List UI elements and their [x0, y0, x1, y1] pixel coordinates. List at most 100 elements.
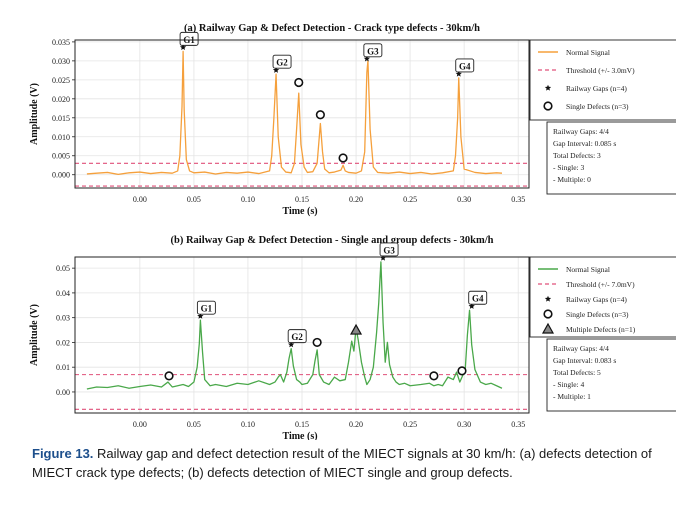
gap-label-box: [468, 290, 488, 305]
legend-star-swatch: [544, 295, 552, 302]
legend-box: [529, 39, 676, 121]
legend-entry-label: Railway Gaps (n=4): [566, 295, 627, 304]
y-tick-label: 0.035: [52, 38, 70, 47]
gap-star-marker: [197, 312, 204, 319]
gap-label-box: [179, 31, 199, 46]
single-defect-marker: [429, 371, 439, 381]
x-tick-label: 0.15: [295, 195, 309, 204]
single-defect-marker: [457, 366, 467, 376]
gap-star-marker: [272, 66, 280, 73]
plot-frame: [74, 256, 530, 414]
stats-line: Railway Gaps: 4/4: [553, 127, 609, 136]
stats-line: - Multiple: 1: [553, 392, 591, 401]
y-tick-label: 0.005: [52, 152, 70, 161]
signal-line: [86, 50, 503, 175]
legend-triangle-swatch: [541, 322, 555, 334]
single-defect-marker: [338, 153, 348, 163]
legend-box: [529, 256, 676, 338]
legend-entry-label: Normal Signal: [566, 265, 610, 274]
y-tick-label: 0.04: [56, 289, 70, 298]
gap-star-marker: [288, 341, 295, 348]
y-tick-label: 0.010: [52, 133, 70, 142]
x-tick-label: 0.10: [241, 195, 255, 204]
x-tick-label: 0.35: [511, 420, 525, 429]
gap-label: G4: [459, 61, 471, 71]
x-tick-label: 0.25: [403, 420, 417, 429]
stats-line: Total Defects: 5: [553, 368, 601, 377]
gap-label: G2: [276, 58, 288, 68]
signal-line: [86, 261, 503, 390]
stats-line: Railway Gaps: 4/4: [553, 344, 609, 353]
legend-star-swatch: [544, 84, 552, 91]
gap-star-marker: [363, 55, 370, 62]
legend: Normal Signal Threshold (+/- 7.0mV) Railwa…: [529, 256, 676, 338]
legend-circle-swatch: [543, 101, 553, 111]
chart-title: (b) Railway Gap & Defect Detection - Sin…: [171, 235, 494, 246]
figure-caption: Figure 13. Railway gap and defect detect…: [32, 444, 654, 482]
x-tick-label: 0.05: [187, 420, 201, 429]
chart-a: (a) Railway Gap & Defect Detection - Cra…: [29, 23, 676, 217]
x-axis-label: Time (s): [282, 206, 317, 217]
stats-box: Railway Gaps: 4/4 Gap Interval: 0.085 s To…: [546, 121, 676, 195]
single-defect-marker: [164, 371, 174, 381]
gap-label-box: [455, 58, 475, 73]
stats-frame: [546, 121, 676, 195]
gap-label: G3: [367, 46, 379, 56]
chart-title: (a) Railway Gap & Defect Detection - Cra…: [184, 23, 480, 34]
figure-canvas: (a) Railway Gap & Defect Detection - Cra…: [29, 23, 676, 440]
chart-b: (b) Railway Gap & Defect Detection - Sin…: [29, 235, 676, 440]
legend-circle-swatch: [543, 309, 553, 319]
multiple-defect-marker: [350, 323, 363, 335]
legend-entry-label: Threshold (+/- 3.0mV): [566, 66, 635, 75]
caption-label: Figure 13.: [32, 446, 94, 461]
legend-entry-label: Single Defects (n=3): [566, 310, 629, 319]
stats-line: Total Defects: 3: [553, 151, 601, 160]
gap-star-marker: [468, 302, 475, 309]
gap-label: G4: [472, 294, 484, 304]
x-tick-label: 0.20: [349, 195, 363, 204]
x-tick-label: 0.00: [133, 420, 147, 429]
gap-star-marker: [179, 44, 187, 51]
plot-frame: [74, 39, 530, 189]
legend-entry-label: Normal Signal: [566, 48, 610, 57]
gap-label: G3: [383, 245, 395, 255]
x-tick-label: 0.25: [403, 195, 417, 204]
gap-label-box: [196, 300, 216, 315]
stats-frame: [546, 338, 676, 412]
legend-entry-label: Single Defects (n=3): [566, 102, 629, 111]
gap-label-box: [379, 242, 399, 257]
x-tick-label: 0.30: [457, 195, 471, 204]
y-tick-label: 0.015: [52, 114, 70, 123]
stats-line: - Single: 4: [553, 380, 584, 389]
x-tick-label: 0.30: [457, 420, 471, 429]
x-tick-label: 0.00: [133, 195, 147, 204]
gap-label-box: [287, 329, 307, 344]
stats-line: - Multiple: 0: [553, 175, 591, 184]
y-tick-label: 0.025: [52, 76, 70, 85]
gap-label-box: [363, 43, 383, 58]
legend-entry-label: Multiple Defects (n=1): [566, 325, 636, 334]
x-tick-label: 0.10: [241, 420, 255, 429]
stats-box: Railway Gaps: 4/4 Gap Interval: 0.083 s To…: [546, 338, 676, 412]
y-tick-label: 0.000: [52, 171, 70, 180]
single-defect-marker: [294, 77, 304, 88]
stats-line: Gap Interval: 0.085 s: [553, 139, 616, 148]
gap-label: G1: [201, 304, 213, 314]
caption-text: Railway gap and defect detection result …: [32, 446, 652, 480]
y-tick-label: 0.030: [52, 57, 70, 66]
stats-line: - Single: 3: [553, 163, 584, 172]
x-tick-label: 0.35: [511, 195, 525, 204]
y-axis-label: Amplitude (V): [29, 83, 40, 145]
legend-entry-label: Threshold (+/- 7.0mV): [566, 280, 635, 289]
gap-star-marker: [455, 70, 462, 77]
gap-star-marker: [379, 254, 387, 261]
legend-entry-label: Railway Gaps (n=4): [566, 84, 627, 93]
legend: Normal Signal Threshold (+/- 3.0mV) Railwa…: [529, 39, 676, 121]
y-tick-label: 0.00: [56, 388, 70, 397]
stats-line: Gap Interval: 0.083 s: [553, 356, 616, 365]
single-defect-marker: [315, 110, 325, 120]
x-tick-label: 0.05: [187, 195, 201, 204]
x-tick-label: 0.20: [349, 420, 363, 429]
y-tick-label: 0.05: [56, 264, 70, 273]
x-tick-label: 0.15: [295, 420, 309, 429]
